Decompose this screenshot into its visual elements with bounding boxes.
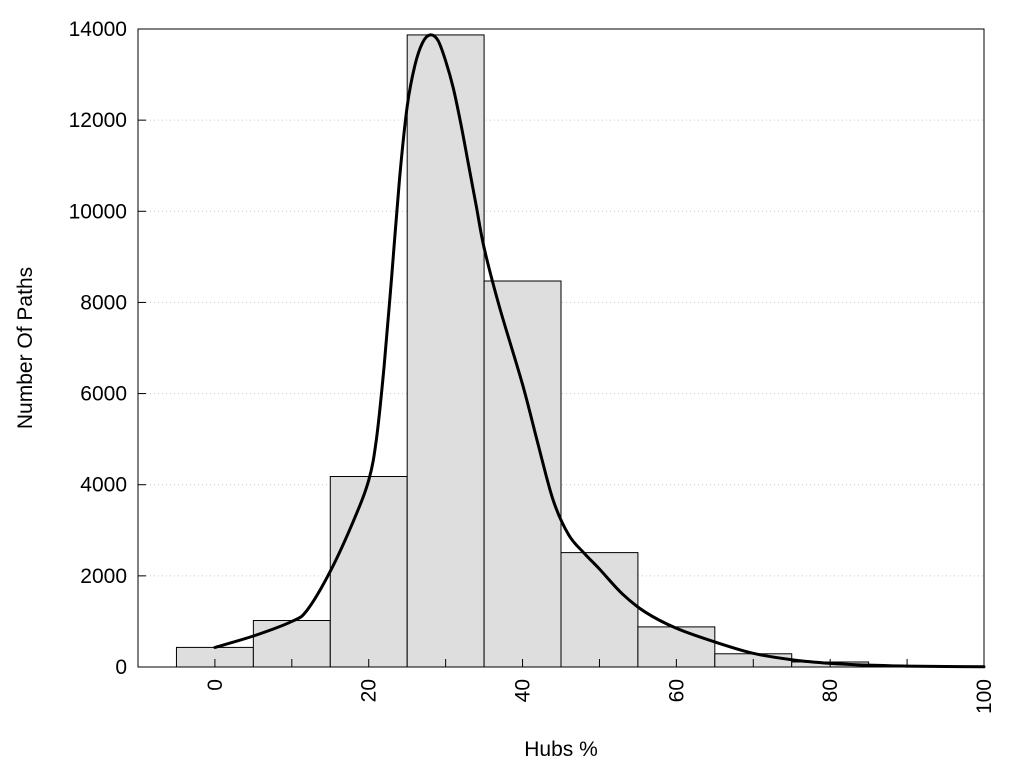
y-tick-label: 2000 <box>80 565 127 588</box>
histogram-bar <box>406 34 485 668</box>
histogram-bar <box>329 476 408 668</box>
x-tick-label: 60 <box>665 679 688 702</box>
y-tick-label: 14000 <box>69 18 127 41</box>
y-tick-label: 8000 <box>80 291 127 314</box>
labels-layer: 0 2000 4000 6000 8000 10000 12000 14000 0 20 40 60 8… <box>69 18 996 714</box>
grid-layer <box>138 119 984 577</box>
plot-frame <box>137 28 985 668</box>
histogram-bar <box>560 552 639 668</box>
curve-layer <box>213 33 986 669</box>
x-tick-label: 20 <box>358 679 381 702</box>
histogram-bar <box>483 280 562 668</box>
x-tick-label: 80 <box>819 679 842 702</box>
bars-layer <box>175 34 947 668</box>
y-tick-label: 12000 <box>69 109 127 132</box>
x-axis-label: Hubs % <box>524 738 598 761</box>
y-tick-label: 0 <box>115 656 127 679</box>
y-tick-label: 6000 <box>80 383 127 406</box>
x-tick-label: 40 <box>512 679 535 702</box>
y-axis-label: Number Of Paths <box>14 267 37 429</box>
y-tick-label: 10000 <box>69 200 127 223</box>
y-tick-label: 4000 <box>80 474 127 497</box>
x-tick-label: 0 <box>204 679 227 691</box>
ticks-layer <box>138 28 985 668</box>
x-tick-label: 100 <box>973 679 996 714</box>
density-curve <box>213 33 986 669</box>
